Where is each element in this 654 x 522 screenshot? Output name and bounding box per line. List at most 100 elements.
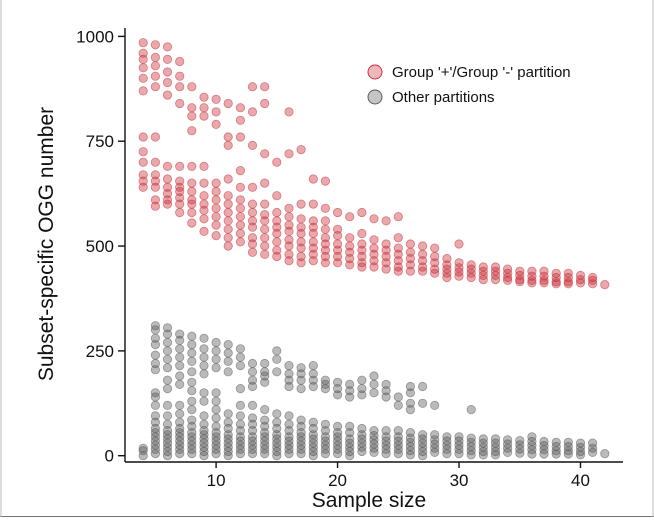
data-point <box>211 186 221 197</box>
y-tick-label: 250 <box>86 342 114 361</box>
data-point <box>223 199 233 209</box>
data-point <box>332 239 343 249</box>
data-point <box>138 443 148 453</box>
data-point <box>296 243 306 253</box>
data-point <box>284 220 294 230</box>
data-point <box>417 381 428 392</box>
data-point <box>211 448 221 459</box>
data-point <box>430 430 440 440</box>
data-point <box>138 73 148 83</box>
data-point <box>551 446 561 456</box>
data-point <box>260 178 270 188</box>
data-point <box>211 346 221 356</box>
data-point <box>162 323 173 333</box>
data-point <box>539 278 549 288</box>
data-point <box>381 425 391 436</box>
data-point <box>405 239 415 249</box>
data-point <box>442 254 452 264</box>
data-point <box>417 256 428 266</box>
data-point <box>284 425 294 436</box>
data-point <box>260 448 270 459</box>
data-point <box>199 352 209 362</box>
data-point <box>150 350 160 360</box>
data-point <box>515 277 525 287</box>
data-point <box>405 254 415 264</box>
data-point <box>247 107 258 117</box>
data-point <box>345 421 355 431</box>
data-point <box>563 446 573 456</box>
data-point <box>260 149 270 159</box>
data-point <box>235 360 245 371</box>
data-point <box>369 262 379 272</box>
data-point <box>442 448 452 459</box>
data-point <box>284 107 294 117</box>
y-tick-label: 0 <box>105 447 114 466</box>
data-point <box>405 398 415 408</box>
data-point <box>150 182 160 192</box>
data-point <box>187 161 197 171</box>
data-point <box>357 251 367 262</box>
data-point <box>454 239 464 249</box>
data-point <box>527 275 537 285</box>
data-point <box>223 241 233 251</box>
data-point <box>211 231 221 241</box>
data-point <box>187 207 197 218</box>
data-point <box>162 174 173 184</box>
legend-swatch-group-partition <box>367 64 383 80</box>
data-point <box>235 383 245 394</box>
data-point <box>211 404 221 415</box>
data-point <box>345 392 355 402</box>
data-point <box>138 176 148 186</box>
data-point <box>235 344 245 354</box>
data-point <box>369 256 379 266</box>
data-point <box>515 274 525 285</box>
data-point <box>175 371 185 381</box>
data-point <box>162 189 173 199</box>
data-point <box>138 147 148 157</box>
data-point <box>272 423 282 434</box>
data-point <box>587 272 598 283</box>
data-point <box>332 251 343 262</box>
data-point <box>211 388 221 398</box>
data-point <box>369 214 379 224</box>
data-point <box>187 218 197 228</box>
data-point <box>381 251 391 262</box>
data-point <box>260 241 270 251</box>
data-point <box>187 82 197 92</box>
data-point <box>284 212 294 222</box>
data-point <box>175 335 185 345</box>
data-point <box>587 275 598 285</box>
data-point <box>417 398 428 408</box>
data-point <box>162 419 173 429</box>
data-point <box>417 241 428 251</box>
series-other-partitions <box>138 321 610 461</box>
data-point <box>211 178 221 188</box>
data-point <box>211 354 221 364</box>
data-point <box>162 67 173 77</box>
x-tick-label: 40 <box>571 471 590 490</box>
data-point <box>138 38 148 48</box>
data-point <box>187 356 197 366</box>
data-point <box>260 415 270 425</box>
data-point <box>260 358 270 369</box>
data-point <box>369 243 379 253</box>
data-point <box>211 107 221 117</box>
data-point <box>199 214 209 224</box>
data-point <box>575 446 586 457</box>
data-point <box>260 404 270 415</box>
data-point <box>320 425 330 436</box>
data-point <box>211 195 221 205</box>
data-point <box>369 379 379 389</box>
data-point <box>575 278 586 288</box>
data-point <box>247 222 258 232</box>
plot-area: 10 20 30 40 0 250 500 750 1000 <box>76 27 623 490</box>
data-point <box>417 266 428 276</box>
data-point <box>357 375 367 385</box>
data-point <box>223 140 233 150</box>
data-point <box>260 82 270 92</box>
data-point <box>247 207 258 218</box>
data-point <box>369 249 379 259</box>
data-point <box>199 191 209 201</box>
data-point <box>284 419 294 429</box>
